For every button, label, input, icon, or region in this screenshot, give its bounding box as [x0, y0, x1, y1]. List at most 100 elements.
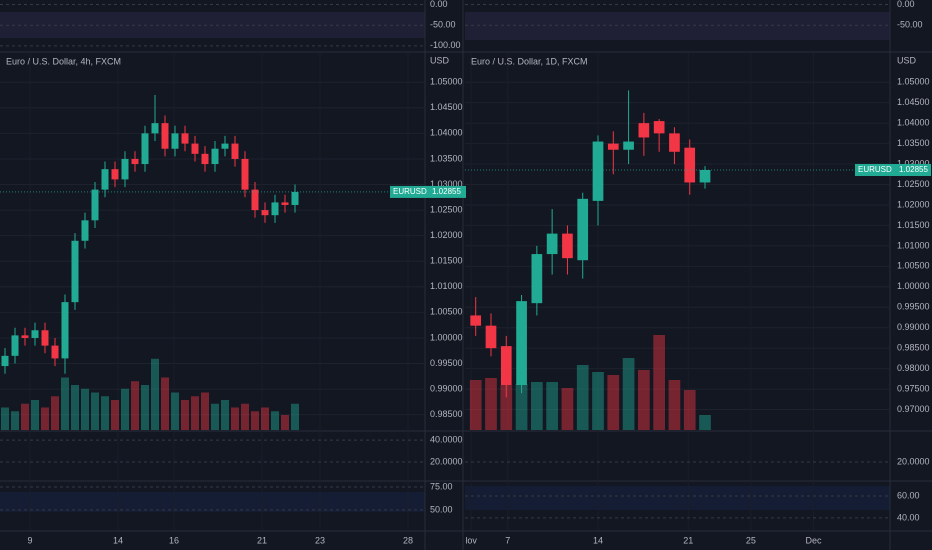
pane-tick-label: -50.00 [897, 20, 923, 30]
x-tick-label: 9 [27, 535, 32, 545]
candle-body [161, 123, 169, 149]
y-tick-label: 1.03500 [430, 153, 463, 163]
x-tick-label: 7 [505, 535, 510, 545]
candle-body [592, 141, 604, 201]
volume-bar [41, 407, 49, 430]
candle-body [638, 123, 650, 138]
volume-bar [51, 396, 59, 430]
y-tick-label: 1.02000 [897, 199, 930, 209]
volume-bar [121, 388, 129, 430]
price-tag [855, 163, 931, 176]
y-tick-label: 0.98500 [897, 343, 930, 353]
volume-bar [181, 400, 189, 430]
candle-body [281, 202, 289, 205]
volume-bar [171, 392, 179, 430]
volume-bar [500, 385, 513, 430]
candle-body [669, 133, 680, 152]
y-tick-label: 1.02500 [430, 204, 463, 214]
volume-bar [231, 407, 239, 430]
volume-bar [161, 377, 169, 430]
y-tick-label: 1.01500 [430, 256, 463, 266]
x-tick-label: 14 [593, 535, 603, 545]
pane-tick-label: 0.00 [430, 0, 448, 9]
unit-label: USD [430, 55, 450, 65]
volume-bar [653, 335, 666, 430]
candle-body [131, 158, 139, 165]
volume-bar [111, 400, 119, 430]
y-tick-label: 1.03000 [897, 158, 930, 168]
volume-bar [699, 415, 711, 430]
x-tick-label: 23 [315, 535, 325, 545]
candle-body [251, 189, 259, 211]
volume-bar [211, 403, 219, 430]
candle-body [261, 210, 269, 216]
candle-body [171, 133, 179, 149]
candle-body [684, 147, 696, 183]
volume-bar [531, 382, 543, 430]
candle-body [241, 158, 249, 190]
volume-bar [576, 365, 589, 430]
candle-body [562, 233, 573, 259]
candle-body [191, 143, 199, 154]
volume-bar [201, 392, 209, 430]
y-tick-label: 1.05000 [897, 77, 930, 87]
candle-body [71, 240, 79, 303]
y-tick-label: 1.04500 [897, 97, 930, 107]
candle-body [291, 191, 299, 205]
candle-body [1, 355, 9, 367]
candle-body [231, 143, 239, 159]
pane-tick-label: 60.00 [897, 490, 920, 500]
x-tick-label: 14 [113, 535, 123, 545]
pane-tick-label: 50.00 [430, 504, 453, 514]
candle-body [699, 169, 711, 183]
y-tick-label: 1.04000 [430, 128, 463, 138]
volume-bar [622, 358, 635, 430]
y-tick-label: 0.98000 [897, 363, 930, 373]
y-tick-label: 1.04500 [430, 102, 463, 112]
y-tick-label: 0.99000 [897, 322, 930, 332]
y-tick-label: 1.01500 [897, 220, 930, 230]
y-tick-label: 1.02500 [897, 179, 930, 189]
x-tick-label: 21 [257, 535, 267, 545]
price-label: 1.02855 [899, 165, 928, 174]
volume-bar [281, 415, 289, 430]
candle-body [11, 335, 19, 356]
y-tick-label: 0.99500 [430, 358, 463, 368]
symbol-label: EURUSD [858, 165, 892, 174]
volume-bar [668, 380, 681, 430]
volume-bar [101, 396, 109, 430]
candle-body [141, 133, 149, 165]
volume-bar [151, 358, 159, 430]
volume-bar [291, 403, 299, 430]
x-tick-label: 16 [169, 535, 179, 545]
price-tag [390, 185, 466, 198]
price-label: 1.02855 [432, 187, 461, 196]
volume-bar [21, 403, 29, 430]
candle-body [201, 153, 209, 165]
candle-body [653, 121, 665, 134]
candle-body [151, 123, 159, 134]
candle-body [516, 301, 527, 385]
candle-body [271, 202, 279, 216]
pane-tick-label: -100.00 [430, 40, 461, 50]
volume-bar [638, 370, 650, 430]
y-tick-label: 0.99000 [430, 383, 463, 393]
candle-body [211, 148, 219, 165]
x-tick-label: Dec [806, 535, 823, 545]
candle-body [546, 233, 558, 255]
volume-bar [11, 411, 19, 430]
chart-title: Euro / U.S. Dollar, 4h, FXCM [6, 56, 121, 66]
y-tick-label: 0.98500 [430, 409, 463, 419]
volume-bar [546, 382, 558, 430]
y-tick-label: 1.02000 [430, 230, 463, 240]
pane-tick-label: 20.0000 [897, 456, 930, 466]
y-tick-label: 1.04000 [897, 118, 930, 128]
volume-bar [141, 385, 149, 430]
volume-bar [91, 392, 99, 430]
candle-body [51, 345, 59, 359]
osc-band [465, 486, 890, 510]
pane-tick-label: 40.0000 [430, 435, 463, 445]
y-tick-label: 1.01000 [430, 281, 463, 291]
